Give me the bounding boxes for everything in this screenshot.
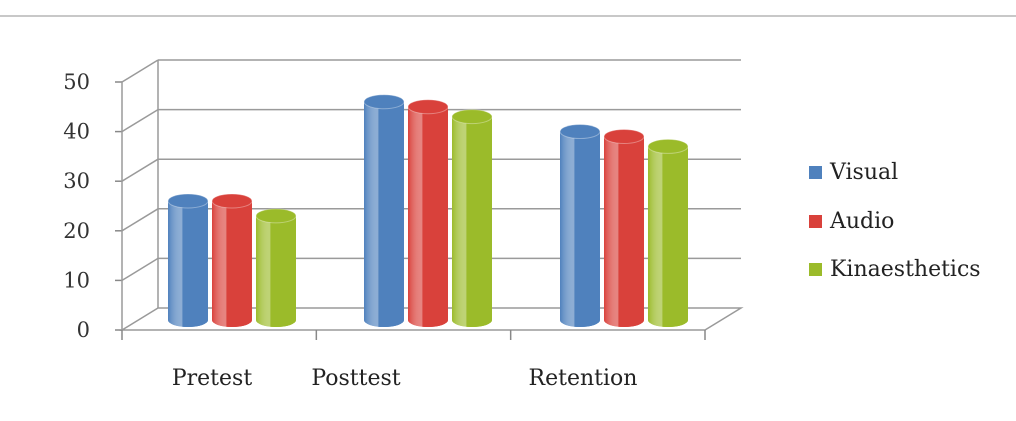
bar-shade (560, 131, 600, 327)
gridline-side (121, 208, 159, 232)
bar-top (603, 128, 645, 144)
bar (363, 94, 405, 327)
y-tick-label: 10 (63, 268, 90, 292)
bar-shade (408, 106, 448, 327)
x-tick-label: Pretest (172, 366, 252, 391)
x-tick-label: Posttest (311, 366, 400, 391)
y-tick-label: 20 (63, 219, 90, 243)
y-tick-label: 30 (63, 169, 90, 193)
bar-shade (256, 215, 296, 327)
bar-top (451, 109, 493, 125)
bar-shade (364, 101, 404, 327)
bar-top (211, 193, 253, 209)
y-tick-label: 0 (77, 318, 90, 342)
bar-top (559, 124, 601, 140)
bar-top (363, 94, 405, 110)
y-tick-label: 40 (63, 120, 90, 144)
legend-label: Visual (829, 160, 898, 185)
bar-top (167, 193, 209, 209)
legend: Visual Audio Kinaesthetics (809, 160, 981, 282)
bar-shade (212, 200, 252, 327)
legend-label: Kinaesthetics (830, 257, 981, 282)
bar (255, 208, 297, 327)
bar-top (407, 99, 449, 115)
legend-label: Audio (829, 209, 894, 234)
x-tick-label: Retention (529, 366, 638, 391)
x-axis-ticks: Pretest Posttest Retention (121, 330, 706, 391)
bar-shade (648, 146, 688, 327)
bar-top (647, 138, 689, 154)
bar (647, 138, 689, 327)
gridline-side (121, 257, 159, 282)
bar (407, 99, 449, 327)
bar (559, 124, 601, 327)
bar (603, 128, 645, 327)
bar-top (255, 208, 297, 224)
legend-swatch (809, 215, 822, 228)
y-tick-label: 50 (63, 70, 90, 94)
bar-shade (604, 136, 644, 327)
y-axis-ticks: 0 10 20 30 40 50 (63, 70, 123, 342)
bar-shade (168, 200, 208, 327)
gridline-side (121, 108, 159, 133)
gridline-side (121, 158, 159, 182)
legend-swatch (809, 263, 822, 276)
bar (211, 193, 253, 327)
legend-swatch (809, 166, 822, 179)
bar (167, 193, 209, 327)
bars (167, 94, 689, 327)
bar (451, 109, 493, 327)
gridline-side (121, 59, 159, 83)
bar-shade (452, 116, 492, 327)
